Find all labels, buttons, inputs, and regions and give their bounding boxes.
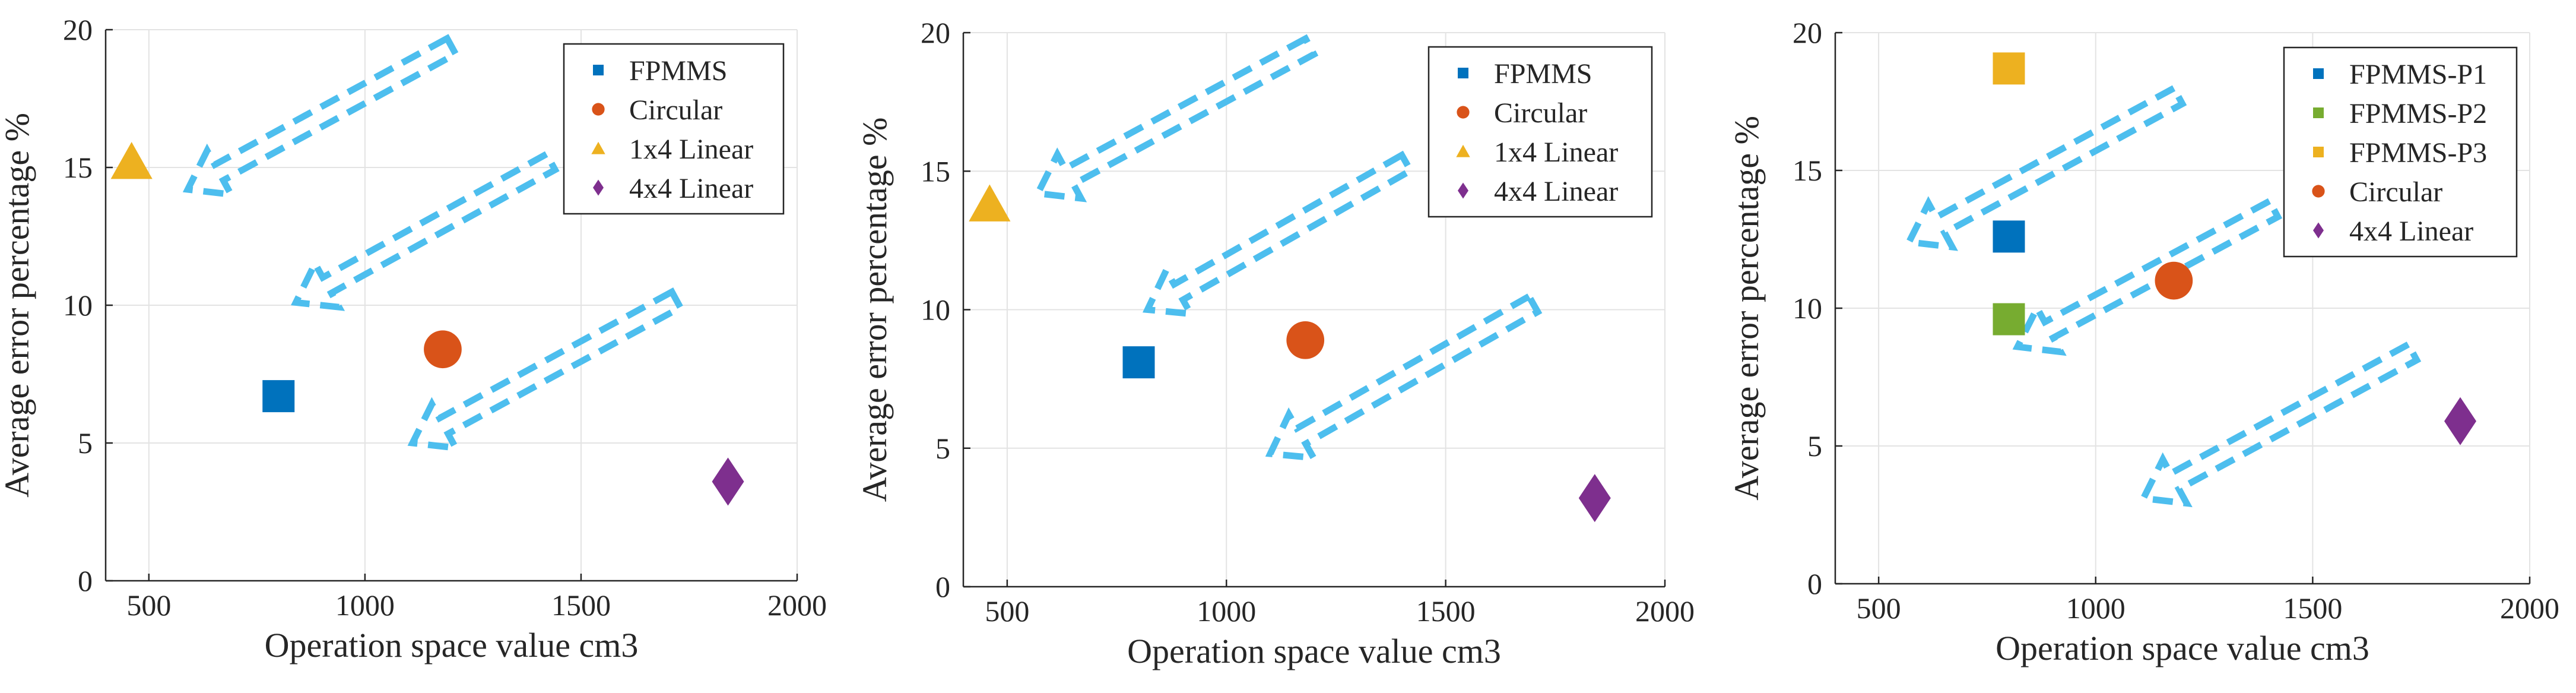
x-tick-label: 500 bbox=[985, 594, 1029, 628]
dashed-arrow-annotation bbox=[1142, 150, 1415, 318]
legend-marker bbox=[2313, 107, 2324, 118]
legend-label: 4x4 Linear bbox=[2349, 216, 2473, 247]
legend-label: 1x4 Linear bbox=[1494, 137, 1618, 168]
x-tick-label: 2000 bbox=[1635, 594, 1695, 628]
legend-marker bbox=[1456, 144, 1470, 157]
y-tick-label: 15 bbox=[1793, 154, 1822, 187]
data-point-fpmms bbox=[262, 380, 295, 413]
legend-marker bbox=[592, 103, 605, 116]
y-tick-label: 15 bbox=[63, 151, 93, 184]
legend-marker bbox=[2313, 68, 2324, 79]
data-point-circular bbox=[424, 330, 462, 369]
y-tick-label: 20 bbox=[63, 13, 93, 46]
x-tick-label: 1000 bbox=[2066, 591, 2125, 625]
y-tick-label: 15 bbox=[921, 154, 950, 188]
legend: FPMMS-P1 FPMMS-P2 FPMMS-P3 Circular 4x4 Line… bbox=[2283, 46, 2518, 258]
legend-marker bbox=[593, 179, 604, 196]
x-tick-label: 1000 bbox=[335, 588, 395, 622]
legend-marker bbox=[591, 141, 605, 154]
chart-panel-2: 500 1000 1500 2000 0 5 10 15 20 Operation space v… bbox=[855, 16, 1695, 670]
legend-marker bbox=[1458, 68, 1468, 78]
y-axis-label: Average error percentage % bbox=[1727, 116, 1766, 501]
legend-label: Circular bbox=[1494, 97, 1587, 129]
legend-marker bbox=[2313, 222, 2324, 239]
x-tick-label: 500 bbox=[1857, 591, 1901, 625]
x-tick-label: 1500 bbox=[551, 588, 611, 622]
legend-label: Circular bbox=[2349, 176, 2442, 208]
x-tick-label: 500 bbox=[126, 588, 171, 622]
chart-panel-3: 500 1000 1500 2000 0 5 10 15 20 Operation space v… bbox=[1727, 16, 2559, 667]
legend-label: FPMMS-P2 bbox=[2349, 98, 2487, 129]
legend-marker bbox=[593, 65, 604, 75]
x-tick-label: 1500 bbox=[2283, 591, 2342, 625]
legend-label: 1x4 Linear bbox=[629, 134, 753, 165]
data-point-circular bbox=[2155, 261, 2193, 300]
data-point-4x4-linear bbox=[1578, 474, 1611, 523]
data-point-1x4-linear bbox=[969, 184, 1011, 221]
data-point-4x4-linear bbox=[2444, 397, 2476, 445]
data-point-4x4-linear bbox=[712, 457, 744, 506]
y-tick-label: 5 bbox=[1807, 429, 1822, 463]
y-tick-label: 20 bbox=[921, 16, 950, 49]
x-tick-label: 1500 bbox=[1416, 594, 1476, 628]
data-point-fpmms-p2 bbox=[1993, 303, 2025, 336]
y-tick-label: 10 bbox=[1793, 292, 1822, 325]
legend-marker bbox=[2312, 185, 2325, 198]
data-point-1x4-linear bbox=[110, 141, 153, 179]
x-tick-label: 1000 bbox=[1197, 594, 1256, 628]
x-tick-label: 2000 bbox=[2500, 591, 2559, 625]
data-point-fpmms-p3 bbox=[1993, 52, 2025, 85]
dashed-arrow-annotation bbox=[290, 150, 560, 311]
y-axis-label: Average error percentage % bbox=[855, 118, 894, 502]
legend-label: 4x4 Linear bbox=[1494, 176, 1618, 207]
y-tick-label: 5 bbox=[78, 426, 93, 460]
y-tick-label: 20 bbox=[1793, 16, 1822, 49]
legend-marker bbox=[2313, 147, 2324, 157]
x-axis-label: Operation space value cm3 bbox=[265, 626, 639, 664]
legend-label: FPMMS bbox=[629, 55, 727, 87]
data-point-fpmms-p1 bbox=[1993, 220, 2025, 253]
legend-label: 4x4 Linear bbox=[629, 173, 753, 204]
x-axis-label: Operation space value cm3 bbox=[1996, 629, 2369, 667]
dashed-arrow-annotation bbox=[407, 287, 685, 452]
y-tick-label: 0 bbox=[1807, 567, 1822, 600]
legend: FPMMS Circular 1x4 Linear 4x4 Linear bbox=[1427, 46, 1653, 218]
y-tick-label: 5 bbox=[935, 432, 950, 465]
y-tick-label: 0 bbox=[78, 564, 93, 597]
y-tick-label: 10 bbox=[921, 293, 950, 327]
legend-label: FPMMS-P1 bbox=[2349, 59, 2487, 90]
x-axis-label: Operation space value cm3 bbox=[1127, 632, 1501, 670]
y-tick-label: 0 bbox=[935, 570, 950, 603]
dashed-arrow-annotation bbox=[1904, 84, 2187, 251]
dashed-arrow-annotation bbox=[182, 34, 461, 199]
data-point-fpmms bbox=[1122, 346, 1155, 379]
x-tick-label: 2000 bbox=[767, 588, 827, 622]
legend-marker bbox=[1457, 106, 1470, 119]
dashed-arrow-annotation bbox=[2138, 340, 2422, 508]
dashed-arrow-annotation bbox=[1265, 292, 1543, 462]
chart-panel-1: 500 1000 1500 2000 0 5 10 15 20 Operation space v… bbox=[0, 13, 827, 664]
dashed-arrow-annotation bbox=[2012, 197, 2283, 356]
y-axis-label: Average error percentage % bbox=[0, 113, 36, 498]
y-tick-label: 10 bbox=[63, 289, 93, 322]
dashed-arrow-annotation bbox=[1033, 34, 1319, 202]
legend: FPMMS Circular 1x4 Linear 4x4 Linear bbox=[563, 43, 785, 215]
legend-label: FPMMS-P3 bbox=[2349, 137, 2487, 169]
data-point-circular bbox=[1286, 321, 1325, 359]
legend-label: FPMMS bbox=[1494, 58, 1592, 90]
legend-label: Circular bbox=[629, 94, 722, 126]
legend-marker bbox=[1458, 182, 1468, 199]
